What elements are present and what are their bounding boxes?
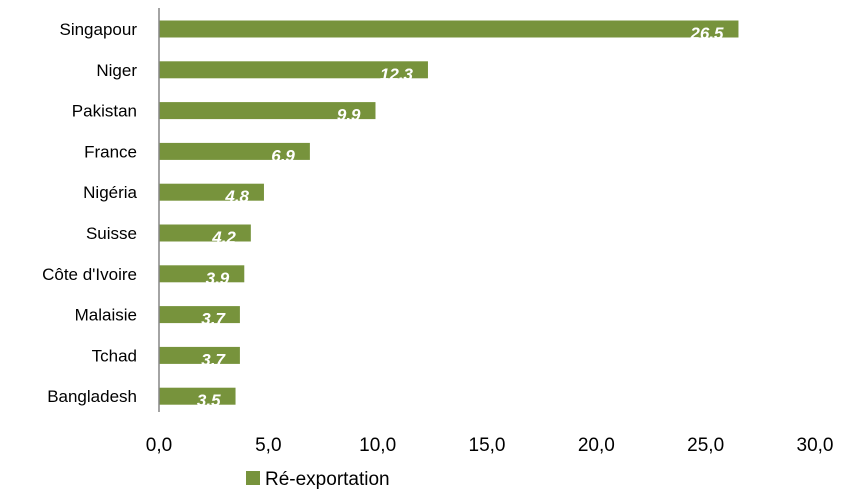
legend-label-reexportation: Ré-exportation: [265, 469, 390, 490]
bar-france: [159, 142, 310, 160]
x-tick-label: 25,0: [687, 435, 724, 456]
category-label-pakistan: Pakistan: [72, 102, 137, 121]
category-label-suisse: Suisse: [86, 224, 137, 243]
legend-swatch-reexportation: [246, 471, 260, 485]
category-label-niger: Niger: [96, 61, 137, 80]
category-labels: Singapour Niger Pakistan France Nigéria Suiss…: [42, 20, 137, 406]
x-tick-label: 20,0: [578, 435, 615, 456]
category-label-cote-d-ivoire: Côte d'Ivoire: [42, 265, 137, 284]
bar-singapour: [159, 20, 739, 38]
bars-group: [159, 20, 739, 405]
category-label-nigeria: Nigéria: [83, 183, 137, 202]
category-label-tchad: Tchad: [92, 346, 137, 365]
bar-tchad: [159, 346, 240, 364]
data-label-pakistan: 9.9: [337, 106, 361, 125]
bar-cote-d-ivoire: [159, 265, 245, 283]
data-label-nigeria: 4.8: [224, 187, 249, 206]
x-tick-label: 5,0: [255, 435, 281, 456]
x-tick-labels: 0,0 5,0 10,0 15,0 20,0 25,0 30,0: [146, 435, 834, 456]
data-label-cote-d-ivoire: 3.9: [206, 269, 230, 288]
data-label-suisse: 4.2: [211, 228, 236, 247]
category-label-france: France: [84, 142, 137, 161]
bar-suisse: [159, 224, 251, 242]
legend: Ré-exportation: [246, 469, 390, 490]
bar-malaisie: [159, 306, 240, 324]
category-label-bangladesh: Bangladesh: [47, 387, 137, 406]
data-label-malaisie: 3.7: [201, 310, 226, 329]
data-labels: 26.5 12.3 9.9 6.9 4.8 4.2 3.9 3.7 3.7 3.5: [197, 24, 724, 410]
bar-nigeria: [159, 183, 264, 201]
data-label-singapour: 26.5: [689, 24, 724, 43]
data-label-niger: 12.3: [380, 65, 414, 84]
x-tick-label: 0,0: [146, 435, 172, 456]
category-label-malaisie: Malaisie: [75, 306, 137, 325]
category-label-singapour: Singapour: [59, 20, 137, 39]
data-label-bangladesh: 3.5: [197, 391, 221, 410]
data-label-tchad: 3.7: [201, 350, 226, 369]
bar-niger: [159, 61, 428, 79]
x-tick-label: 15,0: [469, 435, 506, 456]
x-tick-label: 10,0: [359, 435, 396, 456]
data-label-france: 6.9: [271, 146, 295, 165]
bar-bangladesh: [159, 387, 236, 405]
bar-pakistan: [159, 102, 376, 120]
x-tick-label: 30,0: [797, 435, 834, 456]
